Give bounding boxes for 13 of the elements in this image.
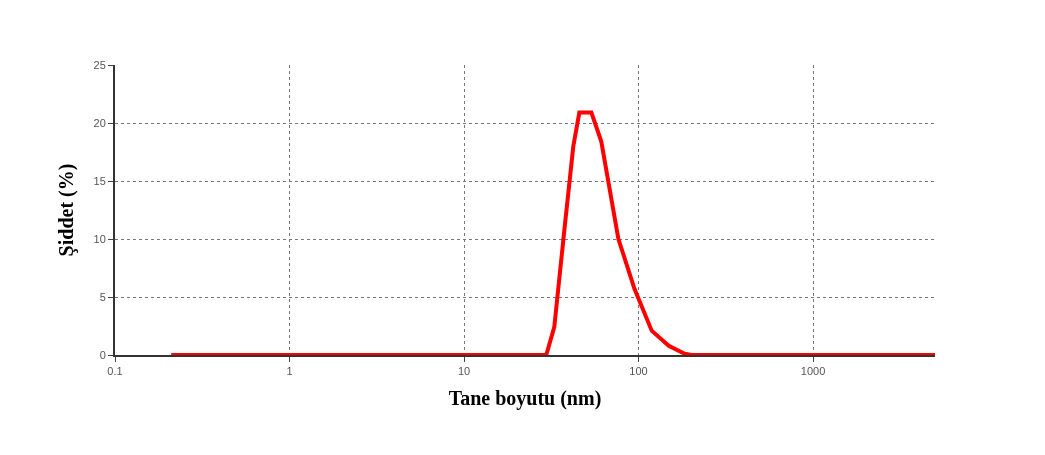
x-tick-label: 1: [286, 365, 293, 378]
y-tick-label: 20: [93, 116, 106, 129]
y-axis-title: Şiddet (%): [54, 163, 78, 257]
x-tick-label: 100: [629, 365, 648, 378]
y-tick-label: 15: [93, 174, 106, 187]
x-tick-label: 0.1: [107, 365, 123, 378]
x-tick-label: 10: [457, 365, 471, 378]
x-axis-title: Tane boyutu (nm): [448, 387, 602, 411]
y-tick-label: 10: [93, 232, 106, 245]
x-tick-label: 1000: [800, 365, 826, 378]
y-tick-label: 0: [99, 348, 106, 361]
y-tick-label: 25: [93, 58, 106, 71]
y-tick-label: 5: [99, 290, 106, 303]
